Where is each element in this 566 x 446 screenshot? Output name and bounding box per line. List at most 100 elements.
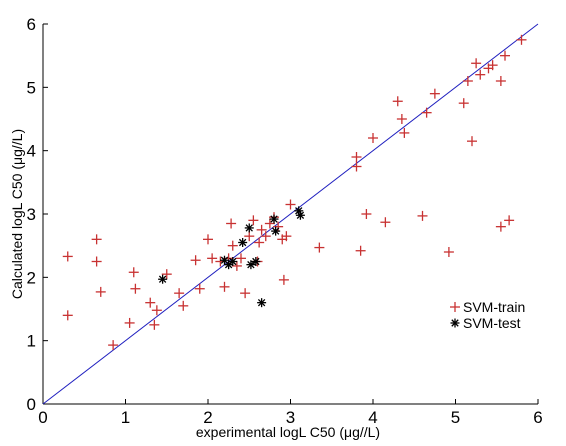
- data-point-svm-train: [495, 76, 506, 86]
- data-point-svm-train: [149, 319, 160, 330]
- legend-label-svm-test: SVM-test: [463, 315, 521, 331]
- data-point-svm-train: [281, 231, 292, 242]
- data-point-svm-train: [361, 209, 372, 219]
- y-tick-label: 5: [27, 78, 36, 97]
- x-tick-label: 2: [203, 408, 212, 427]
- data-point-svm-train: [91, 256, 102, 267]
- series-svm-test: [158, 206, 305, 308]
- y-tick-label: 3: [27, 205, 36, 224]
- data-point-svm-train: [227, 240, 238, 251]
- data-point-svm-test: [246, 260, 256, 270]
- data-point-svm-train: [161, 269, 172, 280]
- data-point-svm-train: [151, 305, 162, 316]
- data-point-svm-train: [130, 283, 141, 294]
- data-point-svm-train: [95, 286, 106, 297]
- reference-line: [42, 23, 539, 405]
- data-point-svm-train: [495, 221, 506, 232]
- data-point-svm-train: [285, 199, 296, 210]
- legend-marker-svm-train: [450, 302, 460, 312]
- legend: SVM-train SVM-test: [450, 299, 525, 331]
- data-point-svm-train: [62, 251, 73, 262]
- data-point-svm-train: [260, 231, 271, 242]
- legend-marker-symbol: [450, 302, 460, 312]
- data-point-svm-train: [207, 253, 218, 264]
- data-point-svm-train: [124, 317, 135, 328]
- data-point-svm-test: [269, 214, 279, 224]
- data-point-svm-train: [417, 210, 428, 221]
- data-point-svm-train: [462, 76, 473, 86]
- y-tick-label: 4: [27, 142, 36, 161]
- x-axis-label: experimental logL C50 (μg//L): [196, 424, 380, 440]
- legend-marker-symbol: [450, 318, 460, 328]
- data-point-svm-train: [314, 242, 325, 253]
- data-point-svm-train: [380, 217, 391, 228]
- data-point-svm-train: [226, 218, 237, 229]
- x-tick-label: 0: [38, 408, 47, 427]
- legend-marker-svm-test: [450, 318, 460, 328]
- data-point-svm-test: [251, 257, 261, 266]
- data-point-svm-train: [278, 274, 289, 285]
- data-point-svm-train: [236, 253, 246, 264]
- y-tick-label: 0: [27, 395, 36, 414]
- legend-label-svm-train: SVM-train: [463, 299, 525, 315]
- y-axis-ticks: 0 1 2 3 4 5 6: [27, 15, 48, 414]
- x-tick-label: 6: [533, 408, 542, 427]
- data-point-svm-train: [91, 234, 102, 245]
- x-axis-ticks: 0 1 2 3 4 5 6: [38, 399, 543, 427]
- x-tick-label: 3: [286, 408, 295, 427]
- data-point-svm-train: [368, 133, 378, 143]
- data-point-svm-train: [145, 297, 156, 308]
- data-point-svm-test: [295, 210, 305, 220]
- data-points: [62, 34, 527, 351]
- data-point-svm-train: [178, 300, 189, 311]
- data-point-svm-train: [108, 340, 119, 351]
- data-point-svm-test: [244, 223, 254, 233]
- data-point-svm-train: [396, 114, 407, 124]
- data-point-svm-train: [264, 218, 275, 229]
- data-point-svm-train: [443, 247, 454, 257]
- series-svm-train: [62, 34, 527, 351]
- y-tick-label: 6: [27, 15, 36, 34]
- data-point-svm-train: [516, 34, 527, 45]
- data-point-svm-train: [231, 260, 242, 271]
- data-point-svm-train: [194, 283, 205, 294]
- data-point-svm-train: [190, 255, 201, 266]
- data-point-svm-train: [421, 107, 432, 118]
- data-point-svm-test: [224, 260, 234, 270]
- data-point-svm-train: [248, 215, 259, 226]
- data-point-svm-train: [475, 69, 486, 80]
- data-point-svm-train: [203, 234, 213, 245]
- data-point-svm-test: [271, 226, 281, 236]
- x-tick-label: 1: [121, 408, 130, 427]
- data-point-svm-train: [355, 245, 366, 256]
- data-point-svm-train: [351, 161, 362, 172]
- data-point-svm-train: [504, 215, 515, 226]
- data-point-svm-train: [467, 136, 477, 147]
- data-point-svm-train: [128, 267, 139, 278]
- data-point-svm-train: [240, 288, 251, 299]
- y-tick-label: 2: [27, 268, 36, 287]
- y-axis-label: Calculated logL C50 (μg//L): [9, 129, 25, 299]
- data-point-svm-train: [399, 127, 410, 138]
- y-tick-label: 1: [27, 332, 36, 351]
- data-point-svm-train: [273, 221, 284, 232]
- data-point-svm-train: [174, 288, 185, 299]
- data-point-svm-train: [487, 60, 498, 71]
- data-point-svm-test: [228, 257, 238, 266]
- data-point-svm-test: [238, 238, 248, 247]
- data-point-svm-train: [471, 58, 482, 69]
- data-point-svm-train: [429, 88, 440, 99]
- data-point-svm-train: [500, 50, 510, 61]
- data-point-svm-train: [458, 98, 469, 109]
- data-point-svm-train: [62, 310, 73, 321]
- data-point-svm-test: [257, 298, 267, 308]
- data-point-svm-train: [219, 281, 230, 292]
- data-point-svm-test: [158, 274, 168, 284]
- data-point-svm-train: [392, 96, 403, 107]
- x-tick-label: 4: [368, 408, 377, 427]
- data-point-svm-train: [351, 152, 362, 162]
- data-point-svm-train: [256, 224, 267, 235]
- data-point-svm-train: [254, 237, 265, 248]
- diagonal-fit-line: [42, 23, 539, 405]
